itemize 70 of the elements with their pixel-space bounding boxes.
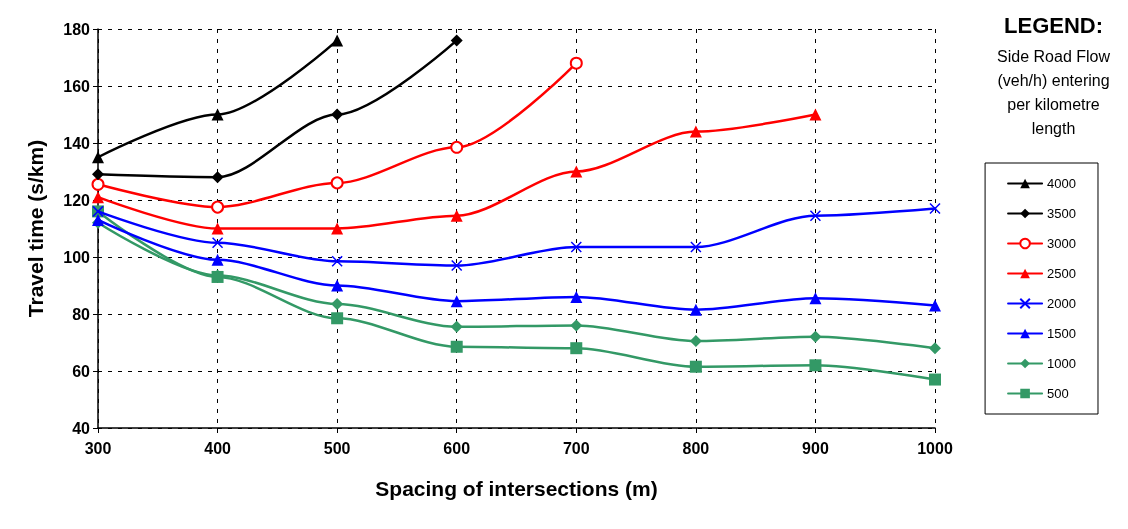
point [331,279,344,292]
point [92,191,104,204]
point [570,290,583,303]
x-tick-label: 300 [84,439,112,457]
point [809,209,822,222]
point [92,151,104,164]
point [809,108,822,121]
point [211,253,224,266]
point [450,295,463,308]
point [331,222,344,235]
point [809,330,822,343]
point [331,34,344,47]
legend-label: 1500 [1047,326,1076,341]
point [570,165,583,178]
point [929,373,941,386]
x-tick-label: 700 [562,439,590,457]
point [211,222,224,235]
legend-label: 4000 [1047,176,1076,191]
point [330,176,344,190]
legend-label: 3500 [1047,206,1076,221]
point [91,177,105,191]
point [929,202,941,215]
point [929,342,941,355]
point [450,209,463,222]
y-tick-label: 120 [63,191,91,209]
legend-label: 2500 [1047,266,1076,281]
y-tick-label: 160 [63,77,91,95]
point [569,56,583,70]
point [570,241,583,253]
point [570,319,583,332]
x-tick-label: 900 [802,439,829,457]
point [689,360,702,373]
legend-label: 1000 [1047,356,1076,371]
point [211,200,225,214]
x-tick-label: 800 [682,439,710,457]
point [690,241,702,253]
point [929,299,941,312]
point [450,340,463,353]
point [450,34,463,47]
point [689,125,702,138]
y-tick-label: 80 [72,305,91,323]
point [211,171,224,184]
legend-label: 500 [1047,386,1069,401]
legend-label: 3000 [1047,236,1076,251]
y-tick-label: 180 [63,20,91,38]
point [211,108,224,121]
y-axis-title: Travel time (s/km) [24,139,47,318]
point [92,168,104,181]
legend-label: 2000 [1047,296,1076,311]
point [450,140,464,154]
y-tick-label: 100 [63,248,91,266]
point [450,320,463,333]
y-tick-label: 140 [63,134,91,152]
x-tick-label: 1000 [917,439,953,457]
y-tick-label: 60 [72,362,91,380]
point [689,303,702,316]
point [331,108,344,121]
point [211,237,224,249]
point [570,342,583,355]
x-tick-label: 400 [204,439,232,457]
point [809,359,822,372]
point [809,292,822,305]
legend-title: LEGEND: Side Road Flow (veh/h) entering per kilometre length [997,12,1111,137]
x-tick-label: 500 [323,439,351,457]
point [450,259,463,272]
point [331,312,344,325]
point [331,255,343,268]
y-tick-label: 40 [72,419,91,437]
x-axis-title: Spacing of intersections (m) [375,477,658,500]
x-tick-label: 600 [443,439,471,457]
